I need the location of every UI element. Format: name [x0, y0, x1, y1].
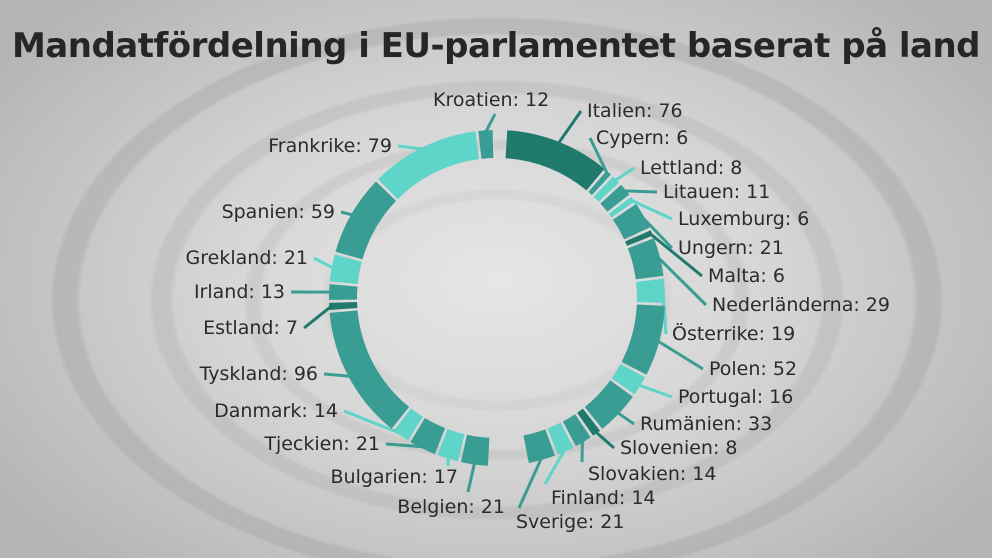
- data-label-litauen: Litauen: 11: [663, 181, 771, 203]
- donut-segment-malta: [625, 230, 653, 246]
- data-label-nederländerna: Nederländerna: 29: [712, 294, 890, 316]
- leader-line-slovenien: [594, 430, 615, 450]
- donut-segment-luxemburg: [608, 196, 635, 218]
- leader-line-lettland: [613, 166, 635, 183]
- data-label-lettland: Lettland: 8: [640, 157, 743, 179]
- donut-segment-lettland: [593, 176, 620, 202]
- leader-line-spanien: [340, 210, 354, 217]
- leader-line-portugal: [637, 383, 673, 399]
- leader-line-cypern: [588, 137, 609, 175]
- leader-line-sverige: [517, 457, 543, 509]
- donut-segment-frankrike: [378, 131, 480, 200]
- leader-line-danmark: [343, 409, 403, 436]
- data-label-finland: Finland: 14: [551, 487, 656, 509]
- leader-line-finland: [543, 448, 567, 485]
- donut-segment-polen: [621, 304, 665, 375]
- data-label-frankrike: Frankrike: 79: [268, 135, 392, 157]
- data-label-portugal: Portugal: 16: [678, 386, 794, 408]
- donut-segment-ungern: [612, 203, 650, 240]
- leader-line-rumänien: [616, 411, 635, 426]
- data-label-tjeckien: Tjeckien: 21: [264, 433, 380, 455]
- data-label-rumänien: Rumänien: 33: [640, 413, 773, 435]
- leader-line-italien: [556, 110, 583, 145]
- data-label-polen: Polen: 52: [709, 358, 798, 380]
- leader-line-belgien: [466, 462, 477, 493]
- data-label-spanien: Spanien: 59: [221, 201, 335, 223]
- donut-segment-cypern: [588, 170, 611, 196]
- data-label-österrike: Österrike: 19: [672, 323, 796, 345]
- donut-segment-italien: [505, 130, 605, 191]
- data-label-bulgarien: Bulgarien: 17: [330, 466, 459, 488]
- data-label-grekland: Grekland: 21: [185, 247, 308, 269]
- donut-segment-belgien: [460, 434, 490, 466]
- donut-segment-bulgarien: [437, 428, 465, 462]
- leader-line-frankrike: [397, 144, 424, 151]
- leader-line-ungern: [640, 215, 674, 250]
- leader-line-polen: [656, 339, 704, 371]
- data-label-kroatien: Kroatien: 12: [433, 89, 550, 111]
- chart-title: Mandatfördelning i EU-parlamentet basera…: [11, 26, 981, 66]
- leader-line-estland: [303, 305, 333, 330]
- donut-segment-nederländerna: [627, 238, 664, 280]
- leader-line-malta: [649, 232, 703, 278]
- donut-segment-finland: [547, 422, 574, 455]
- data-label-slovakien: Slovakien: 14: [588, 463, 717, 485]
- leader-line-österrike: [661, 290, 668, 335]
- donut-segment-grekland: [329, 254, 362, 285]
- data-label-italien: Italien: 76: [587, 100, 683, 122]
- donut-segment-rumänien: [584, 380, 633, 429]
- donut-segment-tyskland: [329, 310, 410, 429]
- data-label-irland: Irland: 13: [193, 281, 285, 303]
- leader-line-kroatien: [484, 113, 497, 134]
- data-label-ungern: Ungern: 21: [678, 237, 784, 259]
- donut-segment-litauen: [600, 184, 630, 212]
- donut-segment-sverige: [523, 429, 555, 463]
- leader-line-luxemburg: [630, 198, 673, 221]
- donut-segment-slovakien: [562, 414, 591, 447]
- data-label-malta: Malta: 6: [708, 265, 785, 287]
- data-label-sverige: Sverige: 21: [516, 511, 625, 533]
- donut-segment-irland: [329, 284, 358, 300]
- data-label-estland: Estland: 7: [203, 317, 298, 339]
- data-label-cypern: Cypern: 6: [596, 127, 689, 149]
- leader-line-tjeckien: [385, 442, 424, 449]
- donut-segment-österrike: [636, 278, 666, 303]
- leader-line-nederländerna: [656, 256, 708, 307]
- donut-segment-spanien: [335, 181, 397, 260]
- data-label-tyskland: Tyskland: 96: [199, 363, 318, 385]
- data-label-luxemburg: Luxemburg: 6: [678, 208, 810, 230]
- leader-line-litauen: [623, 189, 658, 194]
- donut-segment-kroatien: [478, 130, 494, 159]
- data-label-belgien: Belgien: 21: [397, 496, 505, 518]
- donut-segment-slovenien: [577, 408, 601, 436]
- donut-segment-portugal: [611, 364, 646, 395]
- leader-line-grekland: [313, 256, 335, 270]
- data-label-danmark: Danmark: 14: [214, 400, 338, 422]
- donut-segment-estland: [329, 302, 358, 310]
- data-label-slovenien: Slovenien: 8: [620, 437, 738, 459]
- leader-line-tyskland: [323, 372, 351, 378]
